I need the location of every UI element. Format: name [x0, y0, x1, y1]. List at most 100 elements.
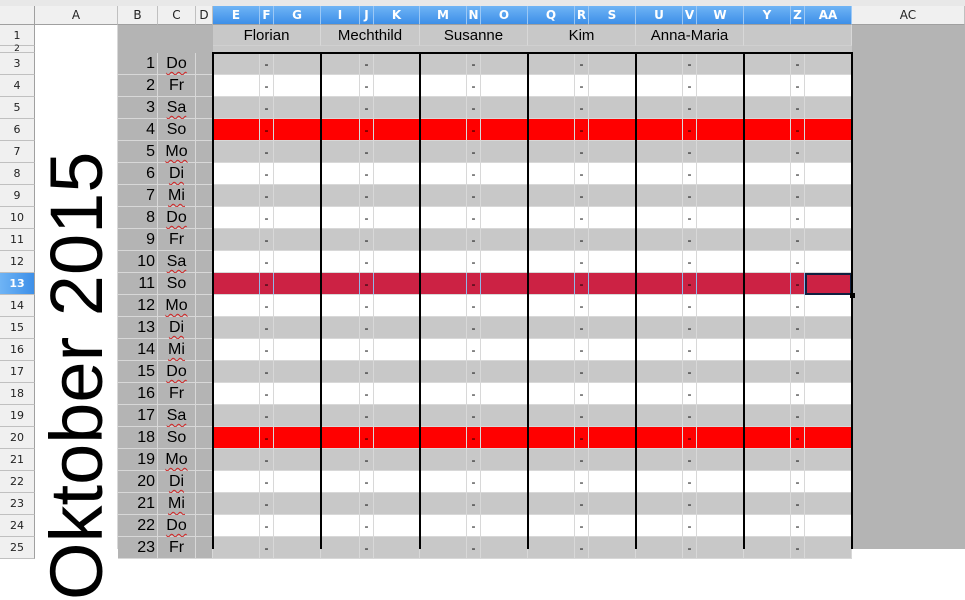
shift-cell[interactable]: - — [360, 493, 374, 515]
shift-cell[interactable]: - — [575, 471, 589, 493]
shift-cell[interactable]: - — [683, 141, 697, 163]
shift-cell[interactable]: - — [683, 97, 697, 119]
schedule-cell[interactable] — [697, 449, 744, 471]
schedule-cell[interactable] — [744, 295, 791, 317]
shift-cell[interactable]: - — [360, 207, 374, 229]
shift-cell[interactable]: - — [575, 75, 589, 97]
schedule-cell[interactable] — [321, 185, 360, 207]
schedule-cell[interactable] — [636, 207, 683, 229]
shift-cell[interactable]: - — [467, 537, 481, 559]
schedule-cell[interactable] — [528, 207, 575, 229]
shift-cell[interactable]: - — [575, 317, 589, 339]
schedule-cell[interactable] — [420, 295, 467, 317]
shift-cell[interactable]: - — [575, 383, 589, 405]
schedule-cell[interactable] — [481, 295, 528, 317]
schedule-cell[interactable] — [636, 75, 683, 97]
shift-cell[interactable]: - — [260, 471, 274, 493]
schedule-cell[interactable] — [697, 427, 744, 449]
schedule-cell[interactable] — [481, 383, 528, 405]
schedule-cell[interactable] — [528, 449, 575, 471]
schedule-cell[interactable] — [213, 141, 260, 163]
schedule-cell[interactable] — [481, 273, 528, 295]
schedule-cell[interactable] — [274, 53, 321, 75]
shift-cell[interactable]: - — [360, 405, 374, 427]
schedule-cell[interactable] — [744, 361, 791, 383]
schedule-cell[interactable] — [420, 471, 467, 493]
schedule-cell[interactable] — [697, 97, 744, 119]
schedule-cell[interactable] — [636, 185, 683, 207]
schedule-cell[interactable] — [420, 119, 467, 141]
shift-cell[interactable]: - — [360, 471, 374, 493]
schedule-cell[interactable] — [744, 339, 791, 361]
schedule-cell[interactable] — [528, 295, 575, 317]
schedule-cell[interactable] — [697, 53, 744, 75]
schedule-cell[interactable] — [589, 141, 636, 163]
schedule-cell[interactable] — [374, 251, 420, 273]
shift-cell[interactable]: - — [575, 207, 589, 229]
schedule-cell[interactable] — [213, 97, 260, 119]
schedule-cell[interactable] — [321, 119, 360, 141]
schedule-cell[interactable] — [420, 383, 467, 405]
shift-cell[interactable]: - — [791, 427, 805, 449]
column-header-A[interactable]: A — [35, 6, 118, 25]
schedule-cell[interactable] — [374, 339, 420, 361]
schedule-cell[interactable] — [589, 97, 636, 119]
shift-cell[interactable]: - — [791, 405, 805, 427]
shift-cell[interactable]: - — [467, 449, 481, 471]
schedule-cell[interactable] — [589, 251, 636, 273]
column-header-S[interactable]: S — [589, 6, 636, 25]
row-header-3[interactable]: 3 — [0, 53, 35, 75]
schedule-cell[interactable] — [374, 119, 420, 141]
schedule-cell[interactable] — [274, 405, 321, 427]
schedule-cell[interactable] — [697, 317, 744, 339]
schedule-cell[interactable] — [697, 515, 744, 537]
schedule-cell[interactable] — [213, 471, 260, 493]
column-header-J[interactable]: J — [360, 6, 374, 25]
schedule-cell[interactable] — [805, 427, 852, 449]
shift-cell[interactable]: - — [467, 405, 481, 427]
schedule-cell[interactable] — [636, 163, 683, 185]
schedule-cell[interactable] — [321, 207, 360, 229]
schedule-cell[interactable] — [528, 471, 575, 493]
schedule-cell[interactable] — [213, 361, 260, 383]
row-header-23[interactable]: 23 — [0, 493, 35, 515]
schedule-cell[interactable] — [274, 119, 321, 141]
schedule-cell[interactable] — [213, 119, 260, 141]
schedule-cell[interactable] — [636, 493, 683, 515]
shift-cell[interactable]: - — [683, 339, 697, 361]
schedule-cell[interactable] — [213, 537, 260, 559]
schedule-cell[interactable] — [321, 229, 360, 251]
shift-cell[interactable]: - — [683, 537, 697, 559]
shift-cell[interactable]: - — [467, 163, 481, 185]
schedule-cell[interactable] — [805, 317, 852, 339]
shift-cell[interactable]: - — [260, 97, 274, 119]
schedule-cell[interactable] — [481, 119, 528, 141]
shift-cell[interactable]: - — [260, 141, 274, 163]
schedule-cell[interactable] — [420, 163, 467, 185]
schedule-cell[interactable] — [374, 427, 420, 449]
schedule-cell[interactable] — [528, 251, 575, 273]
schedule-cell[interactable] — [321, 53, 360, 75]
schedule-cell[interactable] — [481, 97, 528, 119]
schedule-cell[interactable] — [805, 339, 852, 361]
schedule-cell[interactable] — [589, 361, 636, 383]
schedule-cell[interactable] — [374, 141, 420, 163]
shift-cell[interactable]: - — [791, 295, 805, 317]
schedule-cell[interactable] — [481, 361, 528, 383]
schedule-cell[interactable] — [213, 339, 260, 361]
schedule-cell[interactable] — [697, 339, 744, 361]
schedule-cell[interactable] — [805, 515, 852, 537]
schedule-cell[interactable] — [528, 405, 575, 427]
schedule-cell[interactable] — [213, 53, 260, 75]
shift-cell[interactable]: - — [260, 207, 274, 229]
schedule-cell[interactable] — [213, 163, 260, 185]
shift-cell[interactable]: - — [683, 53, 697, 75]
schedule-cell[interactable] — [528, 273, 575, 295]
column-header-E[interactable]: E — [213, 6, 260, 25]
schedule-cell[interactable] — [213, 515, 260, 537]
shift-cell[interactable]: - — [467, 361, 481, 383]
schedule-cell[interactable] — [589, 405, 636, 427]
schedule-cell[interactable] — [528, 427, 575, 449]
schedule-cell[interactable] — [528, 75, 575, 97]
schedule-cell[interactable] — [636, 339, 683, 361]
